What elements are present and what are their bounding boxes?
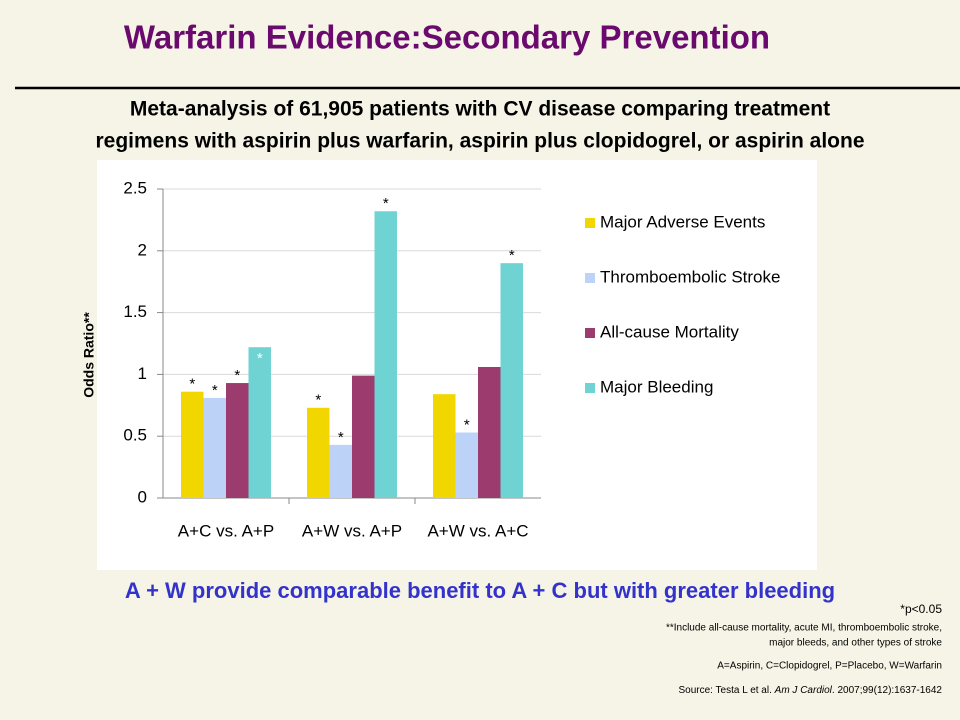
y-tick-label: 1 bbox=[138, 364, 147, 383]
y-tick-label: 2 bbox=[138, 240, 147, 259]
slide-title: Warfarin Evidence:Secondary Prevention bbox=[124, 19, 770, 56]
y-tick-label: 2.5 bbox=[123, 178, 147, 197]
bar bbox=[307, 407, 330, 498]
footnote: **Include all-cause mortality, acute MI,… bbox=[666, 623, 942, 634]
bar bbox=[226, 383, 249, 498]
bar bbox=[374, 211, 397, 499]
source-part: . 2007;99(12):1637-1642 bbox=[832, 685, 943, 696]
legend-swatch bbox=[585, 383, 595, 393]
legend-label: All-cause Mortality bbox=[600, 322, 739, 341]
bar bbox=[455, 432, 478, 498]
bar bbox=[352, 375, 375, 498]
legend-swatch bbox=[585, 273, 595, 283]
bar bbox=[478, 366, 501, 498]
legend-label: Thromboembolic Stroke bbox=[600, 267, 780, 286]
chart-area bbox=[97, 160, 817, 570]
significance-mark: * bbox=[234, 367, 240, 384]
significance-mark: * bbox=[315, 392, 321, 409]
significance-mark: * bbox=[257, 350, 263, 367]
bar bbox=[433, 394, 456, 498]
source-journal: Am J Cardiol bbox=[774, 685, 833, 696]
y-tick-label: 1.5 bbox=[123, 302, 147, 321]
bar bbox=[203, 397, 226, 498]
legend-label: Major Adverse Events bbox=[600, 212, 765, 231]
significance-mark: * bbox=[212, 382, 218, 399]
significance-mark: * bbox=[464, 416, 470, 433]
footnote: A=Aspirin, C=Clopidogrel, P=Placebo, W=W… bbox=[717, 661, 942, 672]
y-tick-label: 0.5 bbox=[123, 426, 147, 445]
y-axis-label: Odds Ratio** bbox=[81, 312, 97, 398]
subtitle-line: Meta-analysis of 61,905 patients with CV… bbox=[130, 98, 830, 121]
footnote: *p<0.05 bbox=[900, 602, 942, 616]
legend-label: Major Bleeding bbox=[600, 377, 713, 396]
x-tick-label: A+W vs. A+P bbox=[302, 521, 402, 540]
legend-swatch bbox=[585, 328, 595, 338]
bar bbox=[329, 444, 352, 498]
significance-mark: * bbox=[383, 195, 389, 212]
source: Source: Testa L et al. Am J Cardiol. 200… bbox=[678, 685, 942, 696]
significance-mark: * bbox=[189, 376, 195, 393]
bar bbox=[181, 391, 204, 498]
source-part: Source: Testa L et al. bbox=[678, 685, 774, 696]
y-tick-label: 0 bbox=[138, 487, 147, 506]
significance-mark: * bbox=[338, 429, 344, 446]
legend-swatch bbox=[585, 218, 595, 228]
x-tick-label: A+C vs. A+P bbox=[178, 521, 274, 540]
footnote: major bleeds, and other types of stroke bbox=[769, 638, 942, 649]
bar bbox=[248, 347, 271, 498]
bar bbox=[500, 263, 523, 498]
conclusion: A + W provide comparable benefit to A + … bbox=[125, 578, 835, 603]
significance-mark: * bbox=[509, 247, 515, 264]
subtitle-line: regimens with aspirin plus warfarin, asp… bbox=[96, 130, 865, 153]
x-tick-label: A+W vs. A+C bbox=[427, 521, 528, 540]
